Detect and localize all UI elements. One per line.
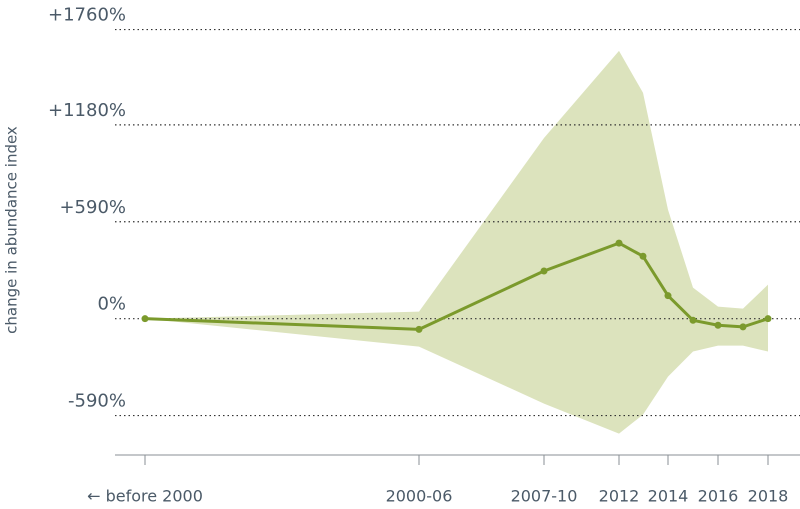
data-line [144,241,769,331]
data-point [615,239,623,247]
data-point [664,292,672,300]
data-point [689,316,697,324]
confidence-band [145,50,768,434]
data-point [141,315,149,323]
data-point [764,315,772,323]
data-point [540,267,548,275]
x-tick-label: 2012 [599,487,640,506]
x-tick-label: 2000-06 [386,487,453,506]
data-point [639,252,647,260]
y-tick-label: 0% [97,294,126,315]
y-axis-label: change in abundance index [3,126,21,334]
x-tick-label: 2007-10 [511,487,578,506]
data-point [714,321,722,329]
y-tick-label: -590% [68,391,126,412]
y-tick-label: +590% [59,197,126,218]
x-tick-label: 2014 [648,487,689,506]
y-tick-label: +1180% [48,100,126,121]
data-point [415,325,423,333]
data-point [739,323,747,331]
y-tick-label: +1760% [48,5,126,26]
x-tick-label: 2018 [748,487,789,506]
x-tick-label: 2016 [698,487,739,506]
x-tick-label: ← before 2000 [87,487,203,506]
